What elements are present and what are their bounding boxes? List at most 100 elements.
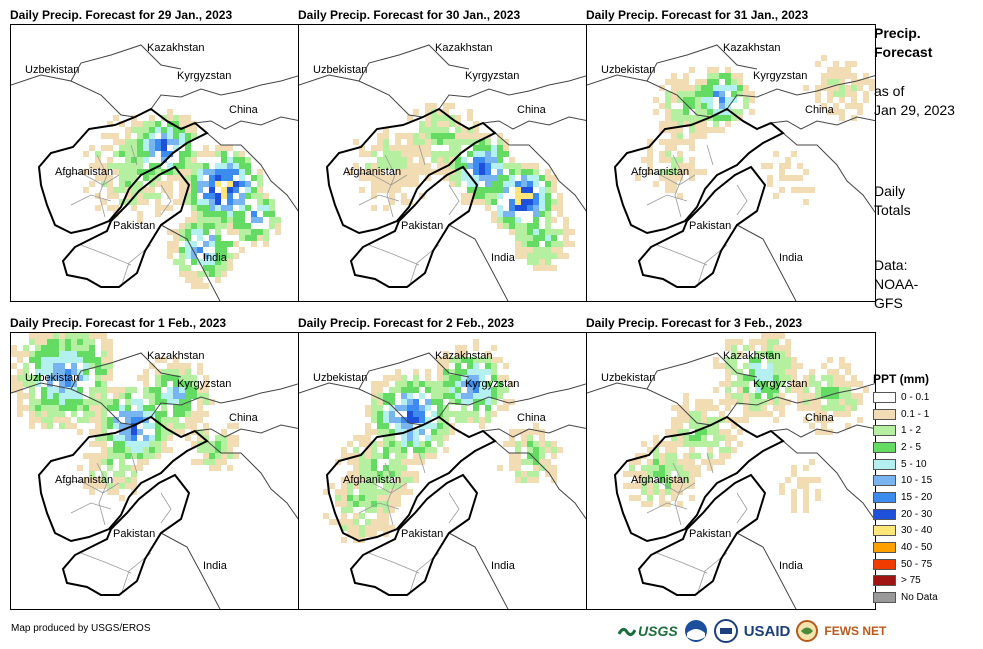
precip-cell	[95, 393, 101, 399]
precip-cell	[173, 145, 179, 151]
precip-cell	[677, 133, 683, 139]
precip-cell	[479, 199, 485, 205]
precip-cell	[191, 181, 197, 187]
precip-cell	[197, 229, 203, 235]
country-label-china: China	[229, 104, 259, 116]
precip-cell	[695, 109, 701, 115]
precip-cell	[437, 115, 443, 121]
precip-cell	[695, 399, 701, 405]
precip-cell	[695, 411, 701, 417]
country-label-kazakhstan: Kazakhstan	[435, 350, 492, 362]
precip-cell	[545, 205, 551, 211]
precip-cell	[725, 115, 731, 121]
precip-cell	[845, 61, 851, 67]
precip-cell	[665, 465, 671, 471]
precip-cell	[227, 229, 233, 235]
precip-cell	[185, 265, 191, 271]
precip-cell	[89, 339, 95, 345]
precip-cell	[221, 265, 227, 271]
precip-cell	[515, 229, 521, 235]
precip-cell	[149, 363, 155, 369]
precip-cell	[851, 381, 857, 387]
precip-cell	[83, 169, 89, 175]
precip-cell	[431, 387, 437, 393]
precip-cell	[101, 441, 107, 447]
precip-cell	[827, 399, 833, 405]
precip-cell	[419, 441, 425, 447]
precip-cell	[539, 187, 545, 193]
precip-cell	[47, 345, 53, 351]
precip-cell	[497, 357, 503, 363]
precip-cell	[533, 211, 539, 217]
precip-cell	[479, 417, 485, 423]
precip-cell	[29, 417, 35, 423]
precip-cell	[659, 453, 665, 459]
precip-cell	[59, 375, 65, 381]
precip-cell	[179, 265, 185, 271]
precip-cell	[671, 441, 677, 447]
precip-cell	[17, 393, 23, 399]
precip-cell	[395, 369, 401, 375]
precip-cell	[221, 459, 227, 465]
precip-cell	[155, 453, 161, 459]
precip-cell	[125, 399, 131, 405]
precip-cell	[167, 151, 173, 157]
precip-cell	[137, 139, 143, 145]
country-border	[438, 75, 587, 110]
country-label-kazakhstan: Kazakhstan	[147, 42, 204, 54]
precip-cell	[389, 193, 395, 199]
precip-cell	[53, 387, 59, 393]
precip-cell	[245, 169, 251, 175]
precip-cell	[197, 199, 203, 205]
precip-cell	[167, 417, 173, 423]
precip-cell	[455, 115, 461, 121]
precip-cell	[29, 399, 35, 405]
precip-cell	[413, 133, 419, 139]
precip-cell	[137, 193, 143, 199]
precip-cell	[233, 187, 239, 193]
precip-cell	[215, 247, 221, 253]
precip-cell	[803, 399, 809, 405]
precip-cell	[377, 175, 383, 181]
precip-cell	[365, 519, 371, 525]
precip-cell	[149, 399, 155, 405]
precip-cell	[185, 217, 191, 223]
precip-cell	[359, 489, 365, 495]
precip-cell	[155, 441, 161, 447]
precip-cell	[149, 387, 155, 393]
precip-cell	[203, 283, 209, 289]
precip-cell	[395, 483, 401, 489]
precip-cell	[155, 127, 161, 133]
precip-cell	[401, 399, 407, 405]
precip-cell	[101, 357, 107, 363]
precip-cell	[773, 345, 779, 351]
precip-cell	[845, 381, 851, 387]
precip-cell	[47, 375, 53, 381]
precip-cell	[671, 85, 677, 91]
precip-cell	[401, 417, 407, 423]
precip-cell	[41, 345, 47, 351]
precip-cell	[125, 441, 131, 447]
precip-cell	[161, 205, 167, 211]
precip-cell	[809, 399, 815, 405]
precip-cell	[527, 447, 533, 453]
legend-item: 2 - 5	[873, 439, 938, 456]
precip-cell	[377, 417, 383, 423]
precip-cell	[401, 423, 407, 429]
precip-cell	[227, 145, 233, 151]
precip-cell	[413, 181, 419, 187]
precip-cell	[521, 163, 527, 169]
precip-cell	[365, 423, 371, 429]
precip-cell	[719, 435, 725, 441]
precip-cell	[245, 181, 251, 187]
precip-cell	[551, 253, 557, 259]
precip-cell	[671, 405, 677, 411]
precip-cell	[131, 453, 137, 459]
precip-cell	[395, 139, 401, 145]
precip-cell	[701, 115, 707, 121]
precip-cell	[647, 151, 653, 157]
precip-cell	[641, 471, 647, 477]
precip-cell	[239, 235, 245, 241]
precip-cell	[83, 363, 89, 369]
precip-cell	[641, 477, 647, 483]
